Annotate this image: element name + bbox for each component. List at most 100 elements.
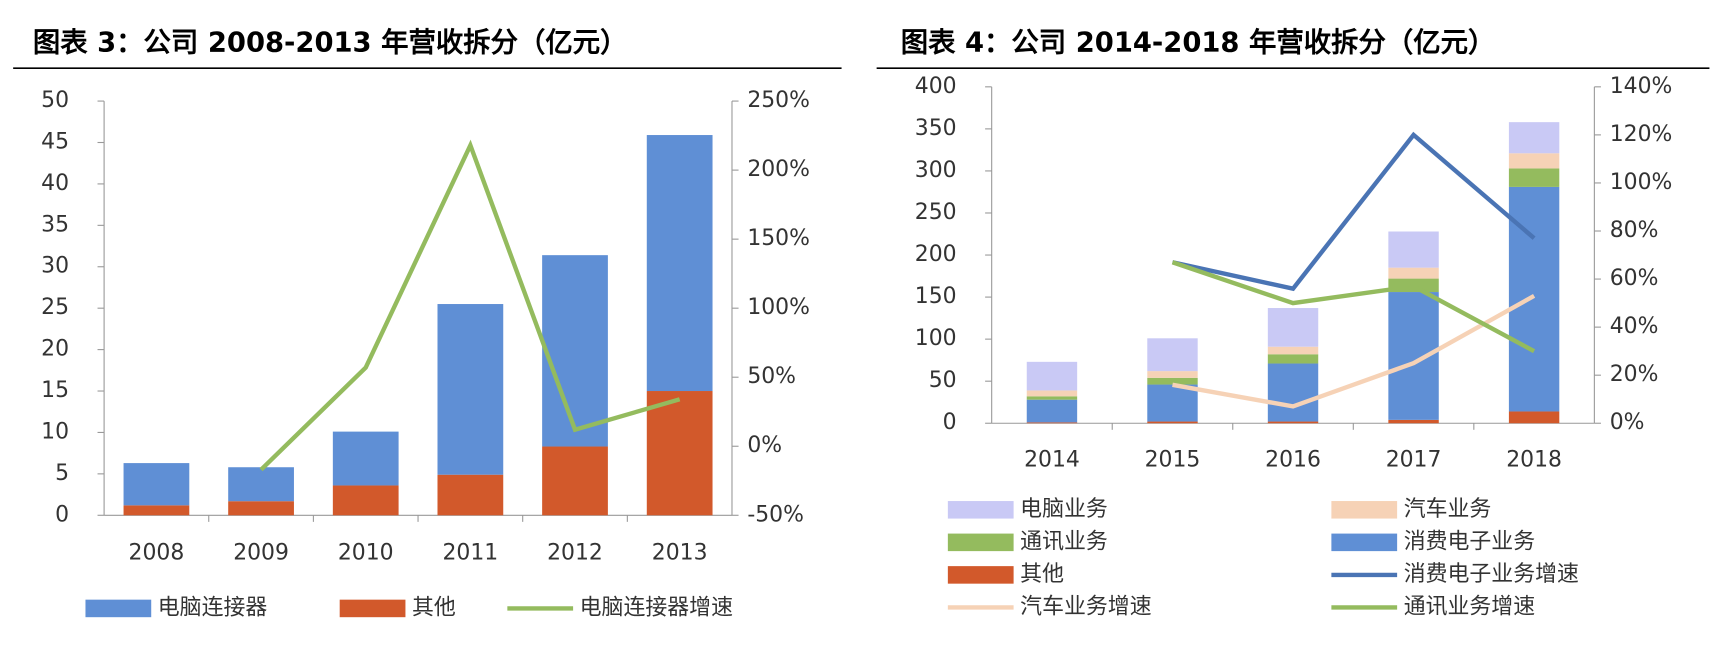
y-tick-label: 100	[915, 326, 957, 351]
bar	[1147, 338, 1198, 372]
bar	[1267, 421, 1319, 424]
bar	[1388, 292, 1439, 420]
bar	[646, 391, 713, 516]
legend-swatch	[947, 566, 1014, 584]
legend-label: 其他	[1020, 562, 1064, 587]
y-tick-label: 150	[915, 284, 957, 309]
bar	[437, 474, 504, 516]
bar	[1388, 231, 1439, 268]
y-tick-label: 40	[41, 171, 69, 196]
line-series	[1171, 260, 1536, 354]
y-tick-label: 400	[915, 74, 957, 99]
legend-swatch	[85, 599, 152, 618]
y-tick-label: 250	[915, 200, 957, 225]
y-tick-label: 25	[41, 295, 69, 320]
y-tick-label: 0	[55, 502, 69, 527]
y2-tick-label: 60%	[1610, 266, 1659, 291]
y2-tick-label: 20%	[1610, 362, 1659, 387]
line-series	[259, 139, 681, 472]
bar	[123, 505, 190, 516]
bar	[1147, 377, 1198, 385]
legend-label: 电脑连接器增速	[580, 595, 733, 620]
bar	[1508, 168, 1560, 187]
y-tick-label: 20	[41, 337, 69, 362]
y-tick-label: 10	[41, 419, 69, 444]
y-tick-label: 300	[915, 158, 957, 183]
legend-label: 电脑业务	[1020, 497, 1108, 522]
y2-tick-label: 140%	[1610, 74, 1673, 99]
y2-tick-label: 40%	[1610, 314, 1659, 339]
bar	[1508, 122, 1560, 154]
bar	[1147, 421, 1198, 424]
chart-title: 图表 4：公司 2014-2018 年营收拆分（亿元）	[901, 27, 1496, 59]
bar	[1267, 308, 1319, 347]
legend-label: 其他	[412, 595, 456, 620]
x-tick-label: 2016	[1265, 447, 1321, 472]
bar	[332, 485, 399, 516]
y2-tick-label: 200%	[747, 157, 810, 182]
chart-title: 图表 3：公司 2008-2013 年营收拆分（亿元）	[33, 27, 628, 59]
bar	[1026, 422, 1078, 424]
bar	[1508, 411, 1560, 424]
legend-label: 汽车业务增速	[1020, 594, 1152, 619]
bar	[228, 467, 294, 502]
y-tick-label: 0	[943, 410, 957, 435]
legend-label: 消费电子业务增速	[1404, 562, 1579, 587]
y2-tick-label: 0%	[747, 433, 782, 458]
legend-swatch	[947, 533, 1014, 552]
y2-tick-label: 100%	[1610, 170, 1673, 195]
x-tick-label: 2010	[338, 541, 394, 566]
x-tick-label: 2008	[129, 541, 185, 566]
legend-label: 通讯业务	[1020, 529, 1108, 554]
y-tick-label: 5	[55, 461, 69, 486]
legend-swatch	[1331, 533, 1398, 552]
legend-swatch	[947, 501, 1014, 519]
bar	[123, 463, 190, 506]
y2-tick-label: -50%	[747, 502, 804, 527]
line-series	[1172, 131, 1536, 292]
y-tick-label: 50	[41, 88, 69, 113]
bar	[228, 501, 294, 516]
y2-tick-label: 100%	[747, 295, 810, 320]
x-tick-label: 2013	[652, 541, 708, 566]
bar	[437, 304, 504, 475]
bar	[1267, 363, 1319, 422]
bar	[542, 255, 608, 447]
y2-tick-label: 0%	[1610, 410, 1645, 435]
bar	[1267, 346, 1319, 355]
x-tick-label: 2018	[1506, 447, 1562, 472]
bar	[1147, 384, 1198, 422]
y2-tick-label: 250%	[747, 88, 810, 113]
y-tick-label: 50	[929, 368, 957, 393]
bar	[1267, 354, 1319, 364]
legend-label: 通讯业务增速	[1404, 594, 1536, 619]
x-tick-label: 2015	[1145, 447, 1201, 472]
bar	[646, 135, 713, 392]
bar	[1026, 399, 1078, 423]
legend-label: 电脑连接器	[158, 595, 268, 620]
bar	[1508, 153, 1560, 169]
bar	[1026, 396, 1078, 400]
bar	[1026, 361, 1078, 391]
bar	[542, 446, 608, 516]
y2-tick-label: 120%	[1610, 122, 1673, 147]
y-tick-label: 30	[41, 254, 69, 279]
legend-swatch	[339, 599, 406, 618]
x-tick-label: 2017	[1386, 447, 1442, 472]
y2-tick-label: 150%	[747, 226, 810, 251]
x-tick-label: 2009	[233, 541, 289, 566]
y-tick-label: 15	[41, 378, 69, 403]
legend-label: 汽车业务	[1404, 497, 1492, 522]
legend-swatch	[1331, 501, 1398, 519]
line-series	[1172, 293, 1536, 409]
x-tick-label: 2011	[442, 541, 498, 566]
y2-tick-label: 50%	[747, 364, 796, 389]
bar	[332, 431, 399, 486]
y-tick-label: 200	[915, 242, 957, 267]
y-tick-label: 350	[915, 116, 957, 141]
legend-label: 消费电子业务	[1404, 529, 1536, 554]
bar	[1388, 267, 1439, 279]
y-tick-label: 35	[41, 212, 69, 237]
bar	[1388, 419, 1439, 424]
